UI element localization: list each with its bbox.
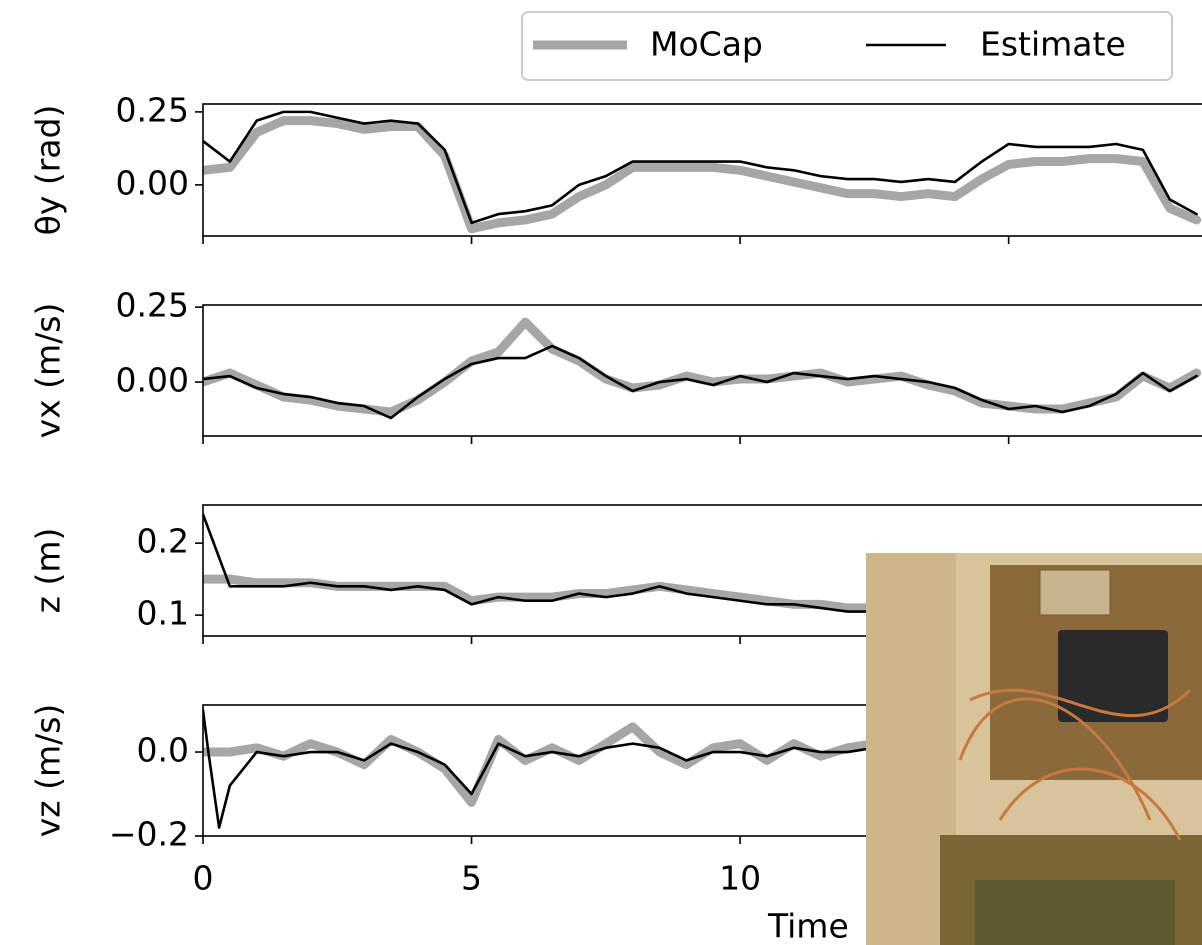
- x-axis-label: Time: [767, 907, 849, 945]
- axes-frame: [202, 103, 1202, 237]
- y-tick-label: 0.25: [116, 286, 189, 325]
- y-axis-label: vz (m/s): [29, 704, 68, 838]
- wires: [958, 688, 1192, 841]
- y-tick-label: 0.0: [137, 731, 189, 770]
- x-tick-label: 0: [193, 859, 214, 898]
- estimate-line: [203, 344, 1198, 420]
- y-tick-label: 0.1: [137, 594, 189, 633]
- mocap-line: [203, 317, 1202, 417]
- y-tick-label: 0.00: [116, 163, 189, 202]
- chip: [1058, 630, 1168, 722]
- y-axis-label: z (m): [29, 528, 68, 614]
- legend: MoCap Estimate: [521, 11, 1173, 81]
- subplot: 0.00 0.25 θy (rad): [29, 90, 1202, 244]
- legend-box: [521, 11, 1173, 81]
- axes-frame: [202, 304, 1202, 437]
- pad: [975, 880, 1175, 945]
- series-group: [203, 317, 1202, 420]
- y-tick-label: −0.2: [109, 815, 189, 854]
- y-tick-label: 0.25: [116, 90, 189, 129]
- estimate-line: [203, 110, 1198, 225]
- mocap-line: [203, 116, 1202, 234]
- y-tick-label: 0.2: [137, 522, 189, 561]
- legend-label: MoCap: [650, 25, 763, 64]
- y-tick-label: 0.00: [116, 361, 189, 400]
- legend-label: Estimate: [980, 25, 1126, 64]
- axes-frame: [202, 504, 1202, 637]
- inset-photo: [866, 553, 1202, 945]
- x-tick-label: 5: [461, 859, 482, 898]
- axes-frame: [202, 704, 1202, 837]
- y-axis-label: vx (m/s): [29, 303, 68, 439]
- subplot: 0.00 0.25 vx (m/s): [29, 286, 1202, 444]
- x-tick-label: 10: [719, 859, 761, 898]
- y-axis-label: θy (rad): [29, 105, 68, 236]
- crystal: [1039, 569, 1111, 616]
- series-group: [203, 110, 1202, 234]
